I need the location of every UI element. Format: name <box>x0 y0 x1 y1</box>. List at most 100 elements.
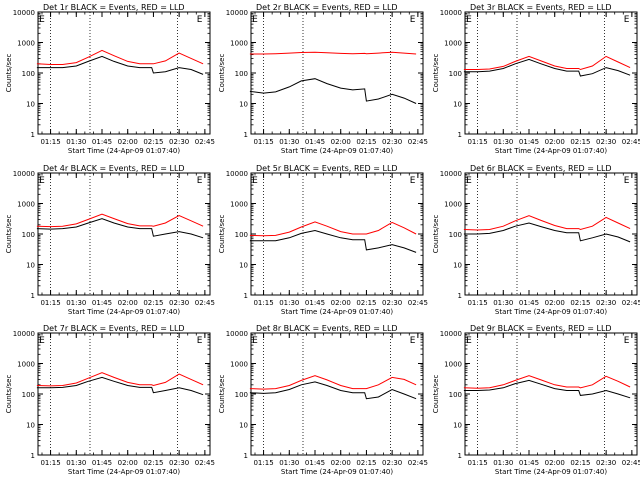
x-tick-label: 01:30 <box>493 138 513 146</box>
series-line-lld <box>36 49 204 65</box>
x-tick-label: 02:45 <box>622 138 640 146</box>
x-tick-label: 01:15 <box>40 459 60 467</box>
x-tick-label: 02:30 <box>382 138 402 146</box>
x-tick-label: 02:45 <box>408 299 428 307</box>
event-marker-letter: E <box>624 336 630 346</box>
series-line-lld <box>463 375 631 389</box>
event-marker-letter: E <box>39 15 45 25</box>
x-tick-label: 01:45 <box>305 138 325 146</box>
series-line-events <box>36 376 204 396</box>
x-tick-label: 01:45 <box>519 459 539 467</box>
event-marker-letter: E <box>466 176 472 186</box>
y-tick-label: 1 <box>244 292 248 300</box>
chart-panel-3: Det 3r BLACK = Events, RED = LLD 1 10 100 10… <box>432 3 640 155</box>
y-tick-label: 10000 <box>440 170 462 178</box>
x-tick-label: 02:30 <box>382 299 402 307</box>
series-line-lld <box>249 221 417 237</box>
chart-panel-6: Det 6r BLACK = Events, RED = LLD 1 10 100 10… <box>432 164 640 316</box>
x-tick-label: 02:30 <box>596 299 616 307</box>
x-tick-label: 01:30 <box>66 138 86 146</box>
x-tick-label: 02:15 <box>143 299 163 307</box>
y-axis-label: Counts/sec <box>432 54 440 93</box>
series-line-events <box>249 229 417 253</box>
series-line-events <box>249 381 417 400</box>
y-tick-label: 10 <box>26 262 35 270</box>
y-tick-label: 10000 <box>13 330 35 338</box>
x-tick-label: 01:15 <box>467 299 487 307</box>
x-tick-label: 02:45 <box>408 459 428 467</box>
x-tick-label: 01:45 <box>92 138 112 146</box>
y-axis-label: Counts/sec <box>5 54 13 93</box>
series-line-events <box>463 58 631 77</box>
x-axis-label: Start Time (24-Apr-09 01:07:40) <box>281 147 393 155</box>
x-tick-label: 01:45 <box>92 299 112 307</box>
y-tick-label: 1000 <box>17 40 35 48</box>
series-line-events <box>463 222 631 243</box>
plot-frame <box>37 11 211 135</box>
x-tick-label: 01:15 <box>467 459 487 467</box>
x-tick-label: 02:30 <box>596 138 616 146</box>
event-marker-letter: E <box>39 176 45 186</box>
y-tick-label: 1000 <box>444 361 462 369</box>
chart-title: Det 6r BLACK = Events, RED = LLD <box>470 164 612 173</box>
x-tick-label: 02:00 <box>545 459 565 467</box>
y-tick-label: 1 <box>458 292 462 300</box>
x-tick-label: 02:15 <box>356 459 376 467</box>
chart-panel-1: Det 1r BLACK = Events, RED = LLD 1 10 100 10… <box>5 3 215 155</box>
event-marker-letter: E <box>39 336 45 346</box>
event-marker-letter: E <box>252 176 258 186</box>
series-line-lld <box>36 213 204 228</box>
y-tick-label: 10 <box>453 262 462 270</box>
x-tick-label: 02:00 <box>545 299 565 307</box>
event-marker-letter: E <box>466 15 472 25</box>
y-tick-label: 10000 <box>226 170 248 178</box>
y-tick-label: 10000 <box>13 170 35 178</box>
x-axis-label: Start Time (24-Apr-09 01:07:40) <box>281 308 393 316</box>
x-tick-label: 01:15 <box>253 299 273 307</box>
y-axis-label: Counts/sec <box>5 375 13 414</box>
chart-title: Det 1r BLACK = Events, RED = LLD <box>43 3 185 12</box>
y-tick-label: 1000 <box>230 361 248 369</box>
y-tick-label: 10 <box>26 101 35 109</box>
series-line-lld <box>36 372 204 387</box>
x-tick-label: 01:45 <box>519 138 539 146</box>
x-tick-label: 01:30 <box>279 299 299 307</box>
y-tick-label: 10 <box>239 422 248 430</box>
y-tick-label: 10 <box>453 101 462 109</box>
x-axis-label: Start Time (24-Apr-09 01:07:40) <box>495 468 607 476</box>
y-tick-label: 1 <box>244 452 248 460</box>
x-tick-label: 02:00 <box>118 299 138 307</box>
x-tick-label: 02:15 <box>570 459 590 467</box>
plot-frame <box>464 172 638 296</box>
y-tick-label: 100 <box>22 391 35 399</box>
x-axis-label: Start Time (24-Apr-09 01:07:40) <box>281 468 393 476</box>
plot-frame <box>37 172 211 296</box>
y-tick-label: 10000 <box>440 330 462 338</box>
x-axis-label: Start Time (24-Apr-09 01:07:40) <box>68 147 180 155</box>
y-tick-label: 10 <box>239 262 248 270</box>
plot-frame <box>37 332 211 456</box>
x-tick-label: 01:30 <box>279 138 299 146</box>
x-tick-label: 01:15 <box>40 138 60 146</box>
x-tick-label: 01:30 <box>279 459 299 467</box>
plot-frame <box>464 332 638 456</box>
chart-title: Det 8r BLACK = Events, RED = LLD <box>256 324 398 333</box>
x-tick-label: 01:45 <box>305 459 325 467</box>
plot-frame <box>250 11 424 135</box>
y-tick-label: 10000 <box>13 9 35 17</box>
y-tick-label: 1 <box>244 131 248 139</box>
series-line-events <box>36 55 204 75</box>
x-tick-label: 02:45 <box>195 459 215 467</box>
event-marker-letter: E <box>410 336 416 346</box>
chart-panel-5: Det 5r BLACK = Events, RED = LLD 1 10 100 10… <box>218 164 428 316</box>
x-tick-label: 02:45 <box>622 459 640 467</box>
y-tick-label: 1 <box>458 131 462 139</box>
chart-title: Det 3r BLACK = Events, RED = LLD <box>470 3 612 12</box>
chart-panel-7: Det 7r BLACK = Events, RED = LLD 1 10 100 10… <box>5 324 215 476</box>
x-tick-label: 01:45 <box>519 299 539 307</box>
y-tick-label: 10 <box>26 422 35 430</box>
x-tick-label: 01:45 <box>305 299 325 307</box>
x-tick-label: 01:15 <box>467 138 487 146</box>
y-tick-label: 1000 <box>17 361 35 369</box>
event-marker-letter: E <box>252 15 258 25</box>
